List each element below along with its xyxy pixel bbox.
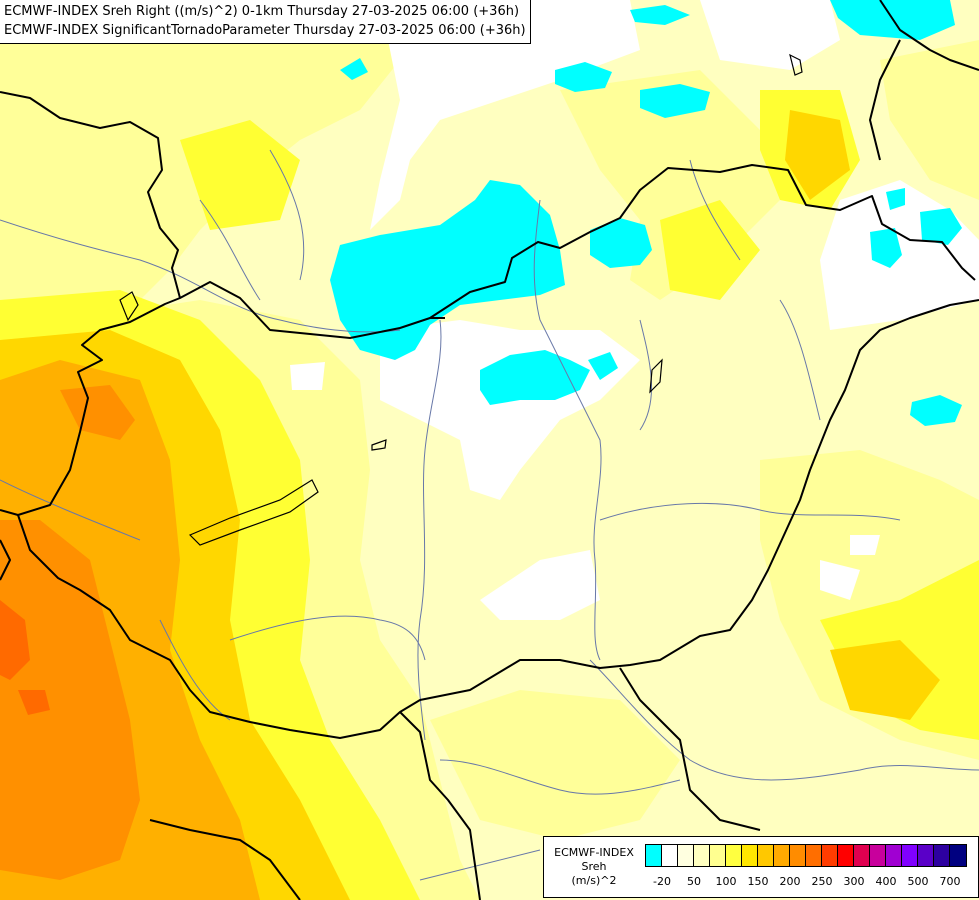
- legend-swatch: [950, 845, 966, 866]
- map-title-line-2: ECMWF-INDEX SignificantTornadoParameter …: [4, 23, 526, 38]
- legend-swatch: [934, 845, 950, 866]
- legend-tick-label: 500: [907, 875, 929, 888]
- legend-tick-label: 400: [875, 875, 897, 888]
- legend-swatch: [662, 845, 678, 866]
- legend-swatch: [694, 845, 710, 866]
- legend-swatch: [726, 845, 742, 866]
- legend-tick-label: 250: [811, 875, 833, 888]
- legend-title-line-1: ECMWF-INDEX: [554, 846, 634, 859]
- legend-tick-label: -20: [653, 875, 671, 888]
- map-title-box: ECMWF-INDEX Sreh Right ((m/s)^2) 0-1km T…: [0, 0, 531, 44]
- legend-tick-label: 150: [747, 875, 769, 888]
- legend-swatch: [902, 845, 918, 866]
- legend-tick-label: 100: [715, 875, 737, 888]
- legend-tick-label: 200: [779, 875, 801, 888]
- lakes: [119, 53, 803, 546]
- legend-tick-label: 700: [939, 875, 961, 888]
- legend-title-line-2: Sreh: [581, 860, 607, 873]
- legend-swatch: [918, 845, 934, 866]
- legend-swatch: [870, 845, 886, 866]
- legend-swatch: [774, 845, 790, 866]
- field-cyan: [330, 0, 962, 426]
- legend-swatch: [838, 845, 854, 866]
- legend-swatch: [822, 845, 838, 866]
- legend-tick-label: 300: [843, 875, 865, 888]
- legend-swatch: [758, 845, 774, 866]
- legend-title: ECMWF-INDEX Sreh (m/s)^2: [548, 846, 640, 888]
- legend-swatch: [854, 845, 870, 866]
- color-legend: ECMWF-INDEX Sreh (m/s)^2 -20 50 100 150 200 2…: [543, 836, 979, 898]
- legend-tick-labels: -20 50 100 150 200 250 300 400 500 700: [645, 875, 975, 889]
- map-title-line-1: ECMWF-INDEX Sreh Right ((m/s)^2) 0-1km T…: [4, 4, 520, 19]
- legend-title-line-3: (m/s)^2: [571, 874, 617, 887]
- field-deep-orange: [0, 385, 140, 880]
- rivers: [0, 149, 979, 881]
- legend-color-bar: [645, 844, 967, 867]
- legend-swatch: [646, 845, 662, 866]
- legend-tick-label: 50: [687, 875, 701, 888]
- legend-swatch: [710, 845, 726, 866]
- legend-swatch: [886, 845, 902, 866]
- field-red-orange: [0, 600, 50, 715]
- legend-swatch: [678, 845, 694, 866]
- legend-swatch: [790, 845, 806, 866]
- legend-swatch: [806, 845, 822, 866]
- legend-swatch: [742, 845, 758, 866]
